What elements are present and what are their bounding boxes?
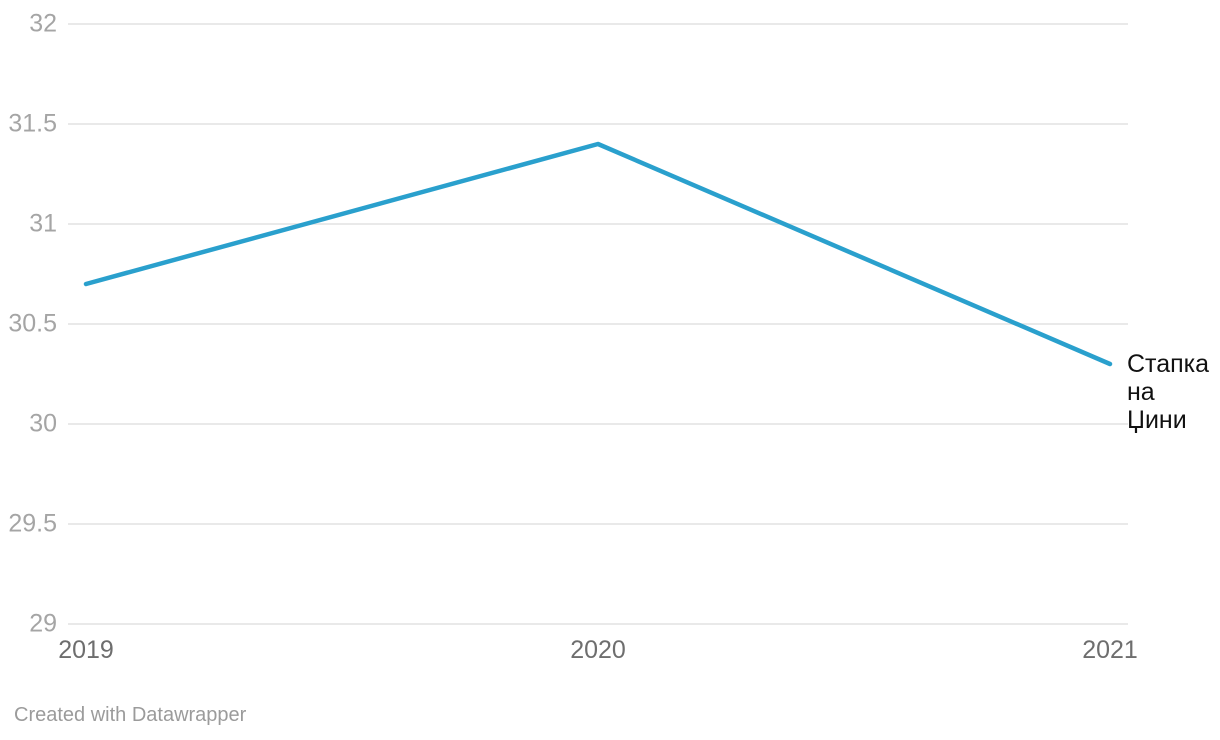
series-label-line: Стапка bbox=[1127, 350, 1210, 378]
x-tick-label: 2019 bbox=[58, 636, 114, 664]
x-tick-label: 2021 bbox=[1082, 636, 1138, 664]
datawrapper-credit: Created with Datawrapper bbox=[14, 704, 247, 726]
series-line bbox=[83, 141, 1113, 367]
y-tick-label: 30.5 bbox=[8, 309, 57, 338]
series-label: Стапка на Џини bbox=[1127, 350, 1209, 434]
y-tick-label: 29 bbox=[29, 609, 57, 638]
series-label-line: на bbox=[1127, 378, 1155, 406]
y-tick-label: 30 bbox=[29, 409, 57, 438]
y-tick-label: 31 bbox=[29, 209, 57, 238]
x-tick-label: 2020 bbox=[570, 636, 626, 664]
y-tick-label: 29.5 bbox=[8, 509, 57, 538]
y-tick-label: 31.5 bbox=[8, 109, 57, 138]
y-tick-label: 32 bbox=[29, 9, 57, 38]
series-label-line: Џини bbox=[1127, 406, 1187, 434]
